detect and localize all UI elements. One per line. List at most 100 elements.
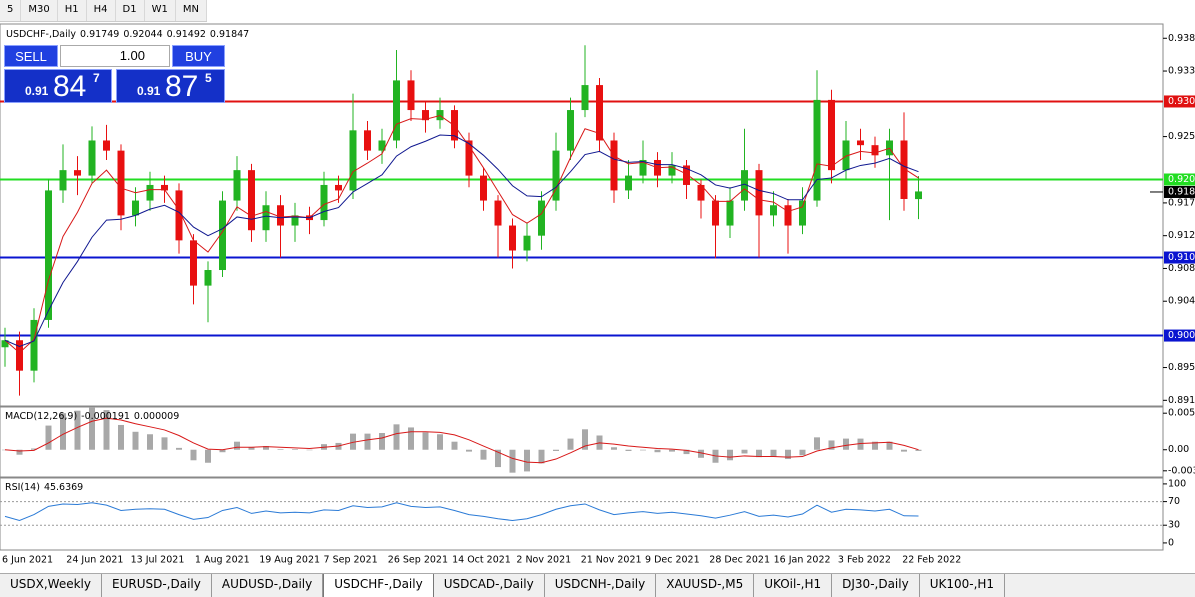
rsi-value: 45.6369: [44, 482, 83, 493]
candle-body: [813, 99, 821, 201]
signal-value: 0.000009: [134, 411, 179, 422]
chart-tab[interactable]: USDCHF-,Daily: [323, 574, 434, 597]
candle-body: [349, 130, 357, 191]
macd-bar: [118, 424, 124, 450]
macd-bar: [727, 449, 733, 461]
macd-bar: [350, 433, 356, 450]
y-tick-label: 0.917: [1168, 197, 1195, 208]
candle-body: [712, 200, 719, 226]
macd-bar: [60, 413, 66, 450]
quote-big: 0.91: [137, 84, 161, 98]
x-tick-label: 13 Jul 2021: [131, 555, 185, 566]
candle-body: [900, 140, 908, 200]
candle-body: [596, 85, 603, 141]
candle-body: [552, 150, 560, 201]
candle-body: [770, 205, 777, 216]
candle-body: [117, 150, 125, 216]
macd-bar: [770, 449, 777, 457]
macd-bar: [538, 449, 545, 464]
indicator-title: MACD(12,26,9) -0.000191 0.000009: [5, 411, 179, 422]
sell-button[interactable]: SELL: [4, 45, 58, 67]
macd-bar: [176, 447, 182, 450]
candle-body: [262, 205, 270, 231]
candle-body: [465, 140, 473, 176]
chart-tab[interactable]: EURUSD-,Daily: [102, 574, 212, 597]
macd-bar: [292, 449, 298, 450]
candle-body: [871, 145, 879, 156]
macd-bar: [364, 433, 371, 450]
buy-quote[interactable]: 0.91 87 5: [116, 69, 225, 103]
x-tick-label: 3 Feb 2022: [838, 555, 891, 566]
y-tick-label: 0.00: [1168, 444, 1189, 455]
buy-button[interactable]: BUY: [172, 45, 225, 67]
chart-tab[interactable]: UK100-,H1: [920, 574, 1006, 597]
macd-bar: [16, 449, 23, 455]
ohlc-value: 0.92044: [123, 29, 162, 40]
macd-bar: [872, 441, 878, 450]
candle-body: [857, 140, 864, 146]
macd-bar: [683, 449, 690, 455]
candle-body: [610, 140, 618, 191]
chart-tab[interactable]: USDCAD-,Daily: [434, 574, 545, 597]
candle-body: [364, 130, 371, 151]
macd-bar: [886, 441, 893, 450]
chart-tab[interactable]: DJ30-,Daily: [832, 574, 920, 597]
rsi-line: [4, 502, 919, 522]
chart-tab[interactable]: UKOil-,H1: [754, 574, 833, 597]
macd-bar: [524, 449, 530, 472]
macd-bar: [669, 449, 675, 452]
timeframe-button[interactable]: MN: [176, 0, 207, 21]
x-tick-label: 1 Aug 2021: [195, 555, 250, 566]
macd-bar: [74, 410, 81, 450]
y-tick-label: 0.9044: [1168, 296, 1195, 307]
timeframe-button[interactable]: 5: [0, 0, 22, 21]
timeframe-button[interactable]: H1: [58, 0, 87, 21]
x-tick-label: 14 Oct 2021: [452, 555, 511, 566]
level-tag: [1164, 95, 1195, 108]
chart-tab[interactable]: XAUUSD-,M5: [656, 574, 755, 597]
ohlc-value: 0.91492: [167, 29, 206, 40]
candle-body: [668, 165, 676, 176]
indicator-title: RSI(14) 45.6369: [5, 482, 83, 493]
macd-bar: [234, 441, 240, 450]
quote-pips: 87: [165, 70, 199, 103]
candle-body: [828, 99, 835, 171]
y-tick-label: 0.8917: [1168, 395, 1195, 406]
lot-input[interactable]: 1.00: [60, 45, 170, 67]
x-tick-label: 21 Nov 2021: [581, 555, 642, 566]
macd-bar: [263, 446, 269, 450]
macd-bar: [843, 438, 849, 450]
macd-bar: [306, 449, 313, 451]
chart-tab[interactable]: USDX,Weekly: [0, 574, 102, 597]
y-tick-label: 0.9339: [1168, 66, 1195, 77]
macd-bar: [654, 449, 661, 453]
candle-body: [799, 200, 806, 226]
timeframe-button[interactable]: W1: [145, 0, 176, 21]
macd-bar: [567, 438, 574, 450]
candle-body: [320, 184, 328, 221]
chart-tab[interactable]: AUDUSD-,Daily: [212, 574, 324, 597]
x-tick-label: 16 Jan 2022: [774, 555, 831, 566]
macd-bar: [582, 429, 588, 450]
sell-quote[interactable]: 0.91 84 7: [4, 69, 112, 103]
timeframe-button[interactable]: H4: [87, 0, 116, 21]
level-tag: [1164, 251, 1195, 264]
candle-body: [45, 190, 52, 320]
timeframe-button[interactable]: M30: [21, 0, 58, 21]
candle-body: [190, 240, 197, 286]
candle-body: [422, 110, 429, 121]
timeframe-button[interactable]: D1: [116, 0, 145, 21]
x-tick-label: 28 Dec 2021: [709, 555, 770, 566]
macd-bar: [248, 447, 255, 450]
y-tick-label: 0.0059: [1168, 408, 1195, 419]
candle-body: [480, 175, 487, 201]
candle-body: [393, 80, 400, 141]
y-tick-label: 0.9128: [1168, 230, 1195, 241]
level-tag: [1164, 173, 1195, 186]
candle-body: [233, 170, 241, 201]
chart-tab[interactable]: USDCNH-,Daily: [545, 574, 657, 597]
macd-bar: [625, 449, 632, 451]
bid-tag: [1164, 185, 1195, 198]
